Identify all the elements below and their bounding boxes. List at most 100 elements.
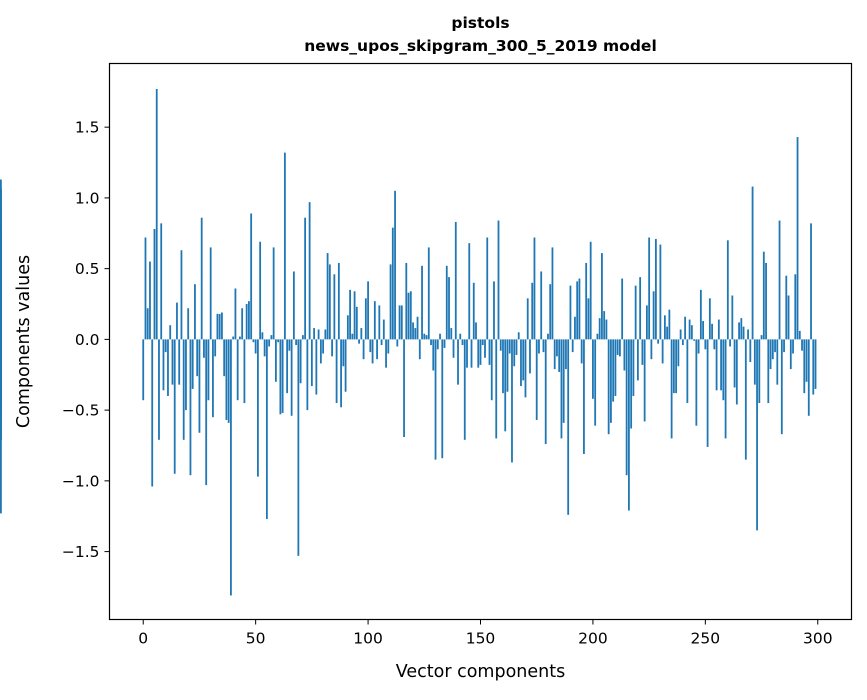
bar: [810, 223, 812, 340]
bar: [290, 339, 293, 416]
bar: [0, 212, 2, 340]
bar: [360, 328, 363, 340]
bar: [373, 301, 376, 340]
bar: [574, 316, 576, 340]
bar: [466, 339, 468, 368]
bar: [594, 339, 597, 426]
bar: [702, 320, 704, 340]
bar: [322, 339, 325, 354]
bar: [346, 315, 349, 340]
bar: [774, 339, 776, 353]
bar: [241, 308, 244, 340]
bar: [382, 319, 385, 340]
bar: [245, 304, 248, 340]
bar: [812, 339, 815, 395]
bar: [506, 339, 509, 392]
bar: [587, 298, 590, 340]
bar: [272, 247, 275, 340]
bar: [416, 316, 419, 340]
bar: [232, 336, 235, 340]
bar: [625, 339, 628, 476]
bar: [387, 339, 390, 354]
bar: [207, 339, 210, 401]
bar: [310, 339, 313, 387]
bar: [634, 285, 637, 340]
bar: [367, 281, 369, 340]
y-axis-label: Components values: [14, 255, 34, 428]
bar: [439, 333, 441, 340]
bar: [254, 339, 257, 354]
bar: [180, 250, 183, 340]
bar: [283, 152, 286, 340]
bar: [717, 319, 720, 340]
bar: [454, 221, 457, 340]
bar: [268, 339, 271, 347]
bar: [443, 339, 446, 348]
bar: [758, 339, 761, 404]
bar: [801, 339, 803, 351]
bar: [648, 237, 651, 340]
bar: [299, 339, 302, 384]
bar: [394, 190, 396, 340]
bar: [153, 229, 156, 340]
bar-series: [0, 88, 817, 596]
bar: [814, 339, 817, 389]
y-axis-ticks: −1.5 −1.0 −0.5 0.0 0.5 1.0 1.5: [62, 119, 110, 561]
bar: [547, 333, 549, 340]
bar: [652, 291, 655, 340]
bar: [488, 339, 491, 365]
bar: [686, 339, 689, 404]
bar: [661, 339, 664, 364]
bar: [668, 309, 671, 340]
bar: [688, 319, 691, 340]
x-tick-label: 250: [691, 630, 721, 648]
bar: [364, 298, 367, 340]
bar: [477, 339, 480, 368]
bar: [340, 339, 342, 408]
bar: [335, 339, 338, 404]
bar: [783, 339, 785, 353]
y-tick-label: −0.5: [62, 402, 100, 420]
bar: [178, 339, 181, 385]
bar: [328, 264, 331, 340]
bar: [753, 339, 756, 385]
bar: [670, 339, 673, 439]
bar: [160, 223, 163, 340]
bar: [499, 339, 502, 351]
bar: [463, 339, 466, 440]
bar: [169, 325, 172, 340]
bar: [286, 339, 289, 394]
bar: [632, 339, 635, 396]
bar: [580, 339, 583, 364]
bar: [436, 339, 439, 350]
bar: [654, 238, 657, 340]
bar: [490, 339, 493, 401]
bar: [324, 329, 327, 340]
bar: [331, 339, 333, 357]
bar: [551, 247, 554, 340]
bar: [497, 220, 500, 340]
bar: [337, 262, 340, 340]
bar: [230, 339, 232, 596]
x-tick-label: 0: [138, 630, 148, 648]
bar: [556, 339, 558, 357]
bar: [342, 339, 345, 367]
bar: [263, 339, 266, 357]
bar: [695, 339, 698, 426]
bar: [425, 335, 428, 340]
bar: [313, 328, 316, 340]
bar: [641, 339, 644, 365]
bar: [261, 332, 264, 340]
bar: [794, 274, 797, 340]
bar: [740, 318, 743, 340]
bar: [592, 339, 594, 399]
bar: [430, 339, 432, 346]
bar: [385, 339, 387, 368]
bar: [767, 339, 770, 404]
bar: [423, 333, 426, 340]
bar: [798, 330, 801, 340]
bar: [461, 339, 464, 346]
bar: [630, 339, 633, 429]
bar: [542, 339, 545, 353]
bar: [288, 339, 291, 351]
